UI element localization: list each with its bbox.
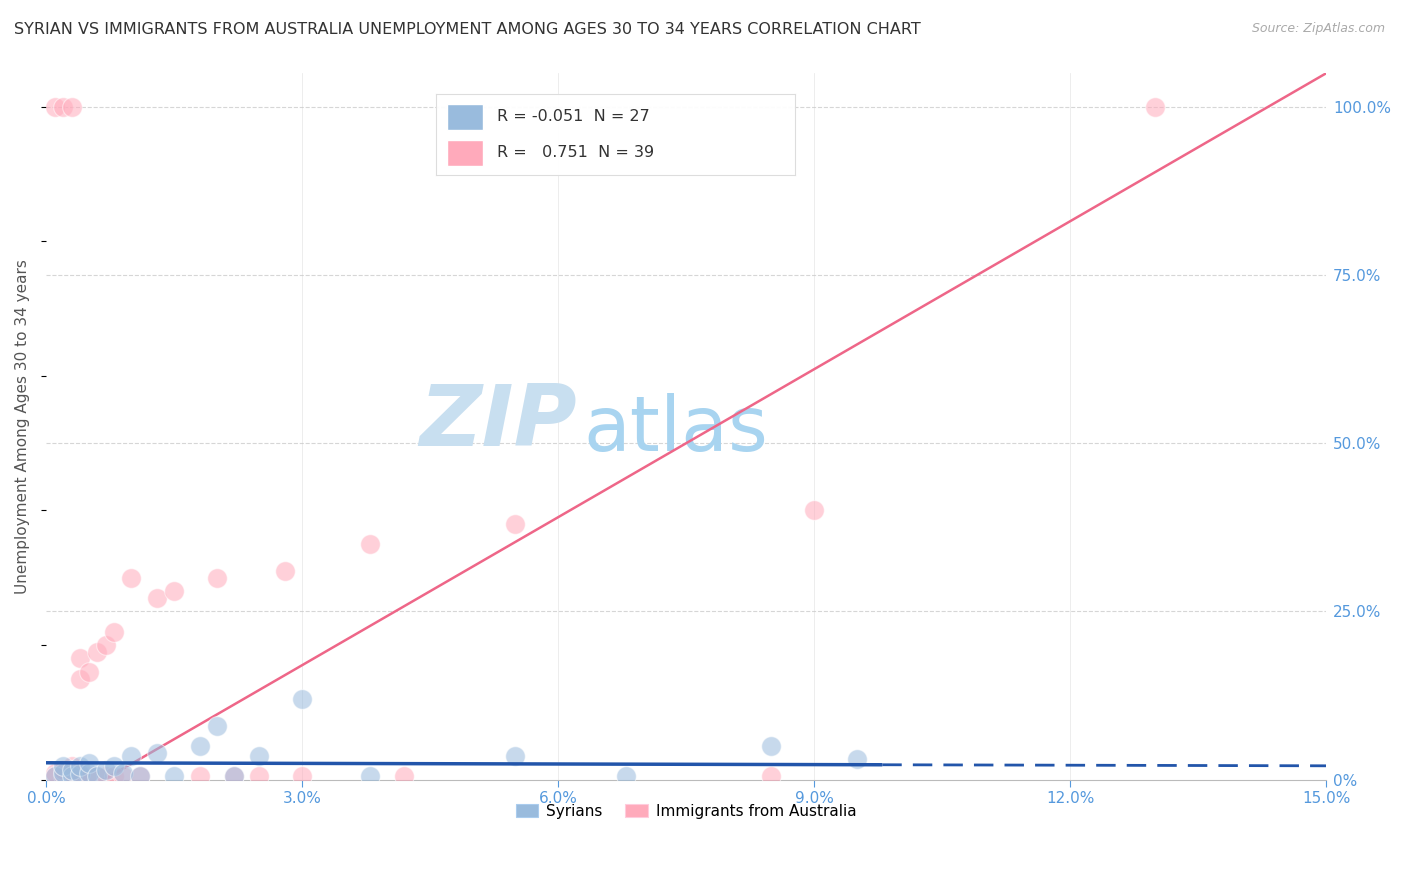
Point [394, 769, 416, 783]
Point [103, 769, 125, 783]
Point [205, 571, 228, 585]
Point [86, 769, 108, 783]
Text: SYRIAN VS IMMIGRANTS FROM AUSTRALIA UNEMPLOYMENT AMONG AGES 30 TO 34 YEARS CORRE: SYRIAN VS IMMIGRANTS FROM AUSTRALIA UNEM… [14, 22, 921, 37]
Point [77, 765, 100, 780]
Point [94, 769, 117, 783]
Point [52, 769, 75, 783]
Point [103, 759, 125, 773]
Point [845, 752, 868, 766]
Point [86, 769, 108, 783]
Point [69, 672, 91, 686]
Point [761, 769, 783, 783]
Point [803, 503, 825, 517]
Point [761, 739, 783, 753]
Point [291, 769, 314, 783]
Y-axis label: Unemployment Among Ages 30 to 34 years: Unemployment Among Ages 30 to 34 years [15, 259, 30, 594]
Point [222, 769, 245, 783]
Point [52, 763, 75, 777]
Point [128, 769, 150, 783]
Point [94, 638, 117, 652]
Point [60, 759, 83, 773]
Point [146, 591, 169, 605]
Point [52, 765, 75, 780]
Point [77, 756, 100, 770]
Point [60, 100, 83, 114]
Point [247, 769, 270, 783]
Point [188, 739, 211, 753]
Legend: Syrians, Immigrants from Australia: Syrians, Immigrants from Australia [509, 797, 863, 825]
Point [69, 769, 91, 783]
Point [44, 769, 66, 783]
Point [44, 100, 66, 114]
Point [359, 769, 381, 783]
Point [69, 765, 91, 780]
Point [103, 624, 125, 639]
Point [291, 691, 314, 706]
Point [120, 571, 142, 585]
Point [111, 769, 134, 783]
Point [60, 765, 83, 780]
Point [188, 769, 211, 783]
Point [120, 749, 142, 764]
Point [77, 769, 100, 783]
Point [52, 759, 75, 773]
Point [205, 719, 228, 733]
Point [44, 769, 66, 783]
Point [60, 769, 83, 783]
Point [505, 516, 527, 531]
Point [52, 100, 75, 114]
Text: atlas: atlas [583, 392, 769, 467]
Point [222, 769, 245, 783]
Point [69, 767, 91, 781]
Point [1144, 100, 1167, 114]
Point [163, 584, 186, 599]
Point [505, 749, 527, 764]
Point [94, 763, 117, 777]
Point [146, 746, 169, 760]
Point [128, 769, 150, 783]
Point [111, 765, 134, 780]
Text: ZIP: ZIP [419, 381, 578, 464]
Point [69, 759, 91, 773]
Point [163, 769, 186, 783]
Point [60, 763, 83, 777]
Point [247, 749, 270, 764]
Point [69, 651, 91, 665]
Point [60, 769, 83, 783]
Point [77, 665, 100, 679]
Point [44, 765, 66, 780]
Text: Source: ZipAtlas.com: Source: ZipAtlas.com [1251, 22, 1385, 36]
Point [274, 564, 297, 578]
Point [359, 537, 381, 551]
Point [86, 645, 108, 659]
Point [614, 769, 637, 783]
